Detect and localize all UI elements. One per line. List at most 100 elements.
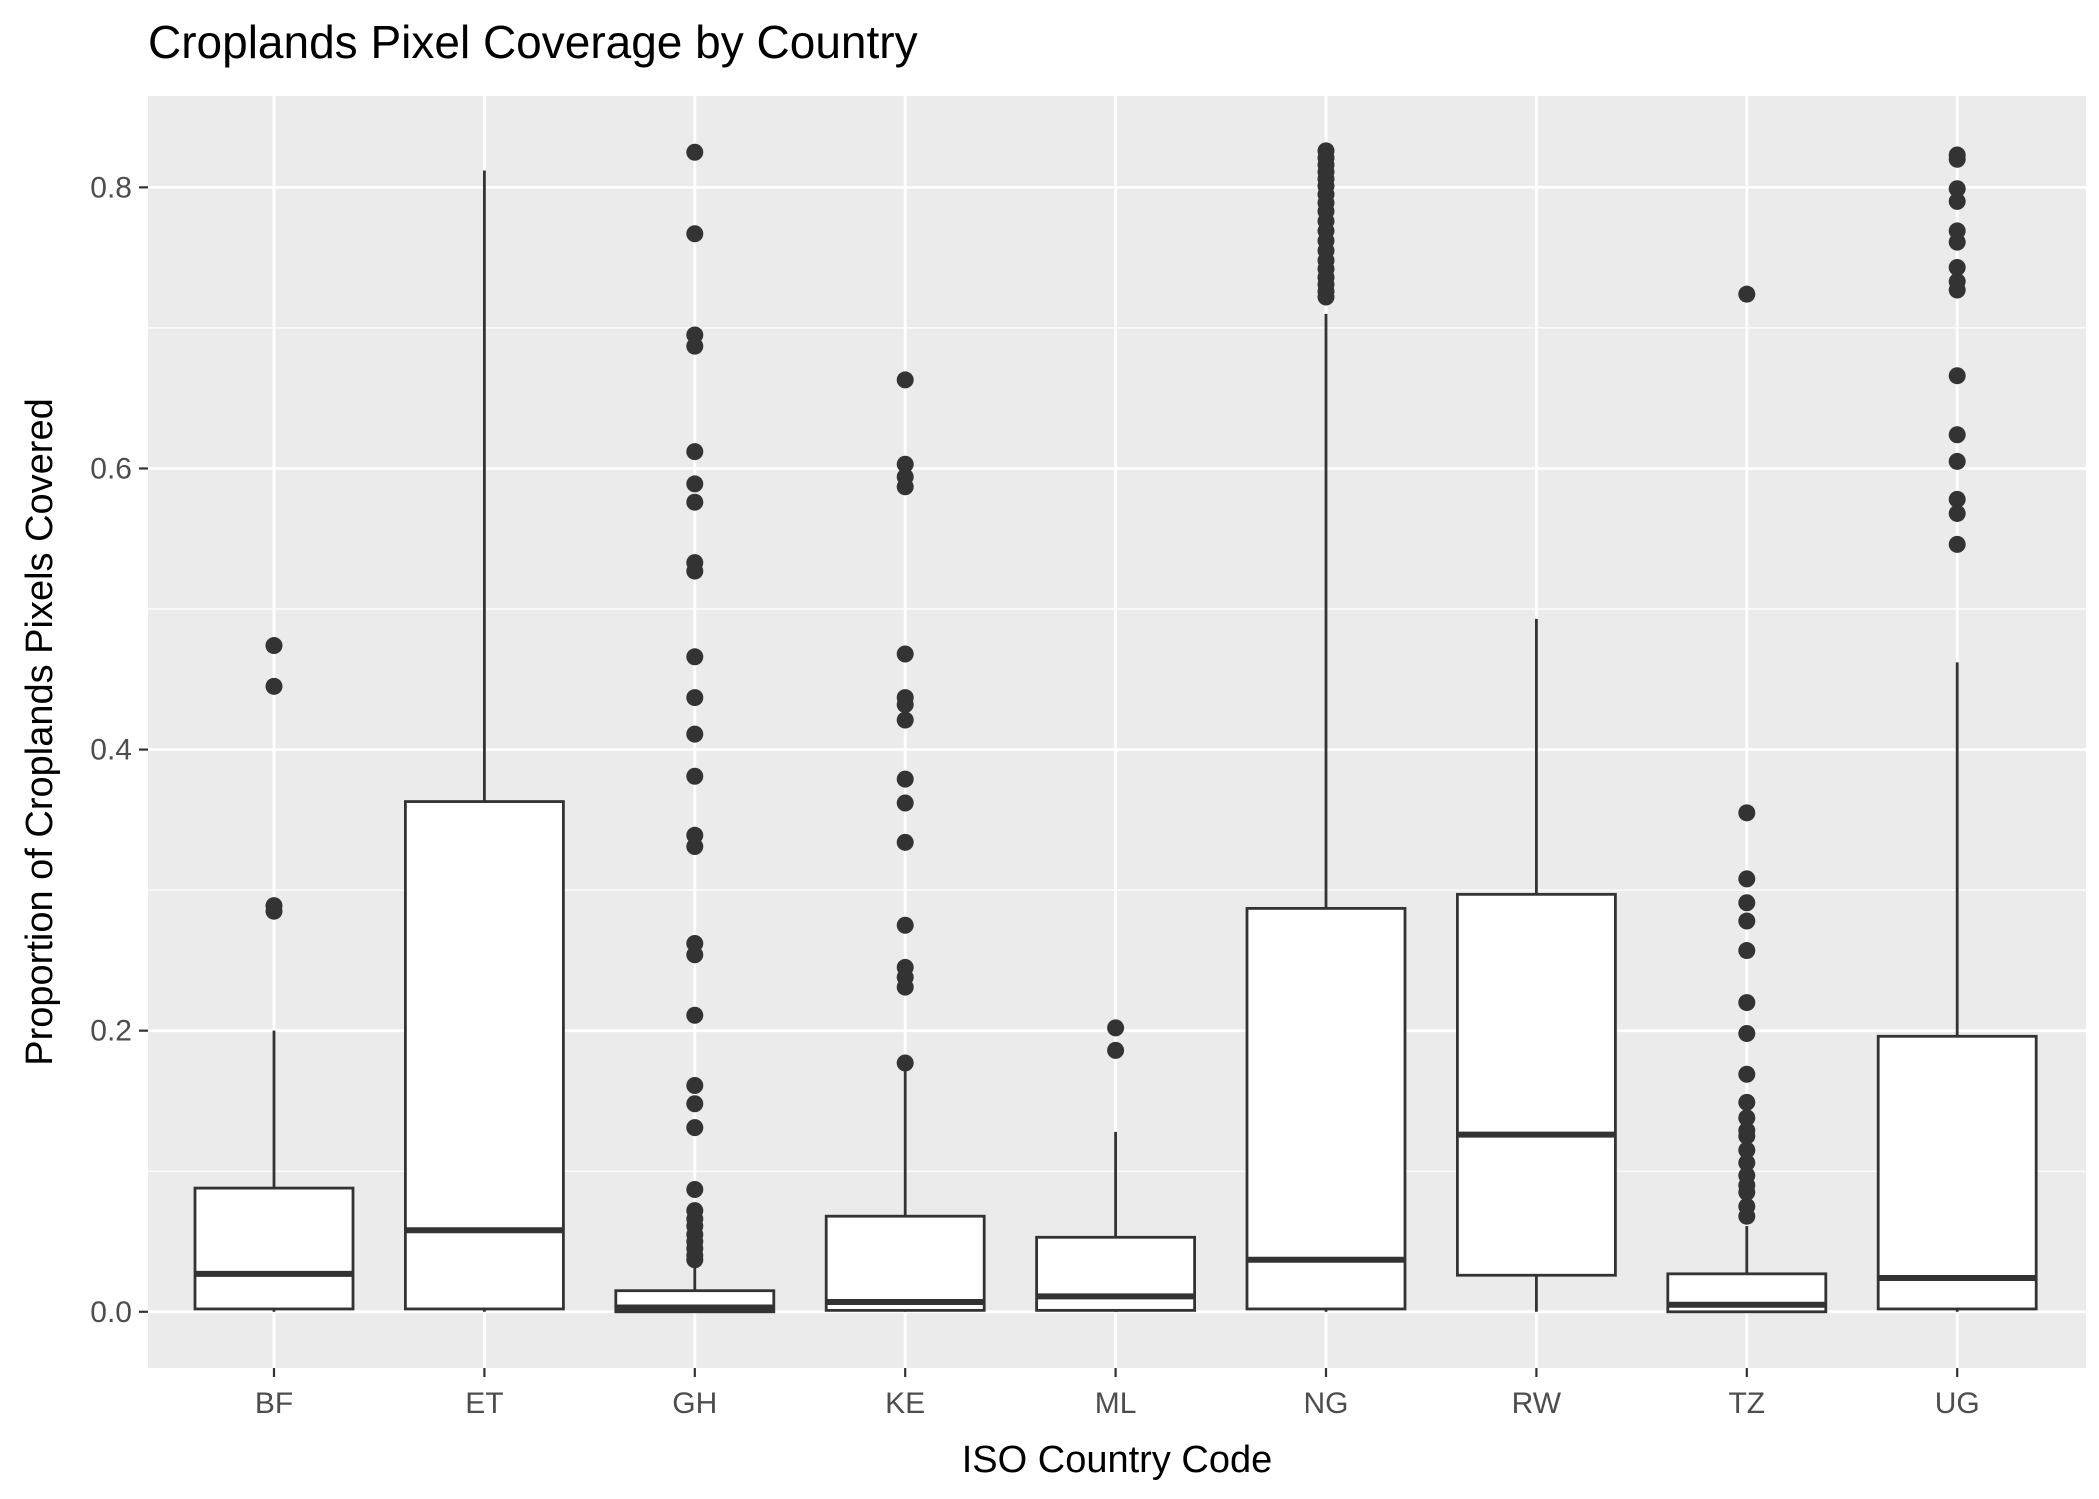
x-tick-label: KE (885, 1387, 925, 1420)
outlier-point (896, 696, 914, 714)
outlier-point (686, 1095, 704, 1113)
outlier-point (686, 443, 704, 461)
outlier-point (1738, 1207, 1756, 1225)
iqr-box (1035, 1235, 1196, 1312)
outlier-point (686, 143, 704, 161)
outlier-point (1738, 1093, 1756, 1111)
outlier-point (1948, 233, 1966, 251)
outlier-point (896, 645, 914, 663)
outlier-point (1738, 870, 1756, 888)
outlier-point (896, 833, 914, 851)
outlier-point (686, 767, 704, 785)
box-rw (1456, 618, 1617, 1312)
iqr-box (1876, 1034, 2038, 1311)
outlier-point (686, 946, 704, 964)
outlier-point (1738, 804, 1756, 822)
outlier-point (1107, 1019, 1125, 1037)
outlier-point (1738, 1109, 1756, 1127)
outlier-point (896, 916, 914, 934)
x-tick-label: ML (1095, 1387, 1137, 1420)
y-axis: 0.0 0.2 0.4 0.6 0.8 (90, 171, 148, 1329)
outlier-point (1738, 1141, 1756, 1159)
outlier-point (265, 677, 283, 695)
outlier-point (1738, 1183, 1756, 1201)
y-tick-label: 0.0 (90, 1296, 132, 1329)
y-tick-label: 0.2 (90, 1015, 132, 1048)
outlier-point (1948, 504, 1966, 522)
y-axis-title: Proportion of Croplands Pixels Covered (19, 398, 61, 1065)
x-tick-label: BF (255, 1387, 293, 1420)
outlier-point (1107, 1041, 1125, 1059)
outlier-point (1948, 452, 1966, 470)
outlier-point (686, 725, 704, 743)
outlier-point (686, 1006, 704, 1024)
outlier-point (1948, 426, 1966, 444)
outlier-point (686, 838, 704, 856)
outlier-point (686, 562, 704, 580)
box-ml (1035, 1019, 1196, 1312)
outlier-point (1948, 150, 1966, 168)
box-ng (1245, 142, 1407, 1312)
outlier-point (1738, 994, 1756, 1012)
outlier-point (686, 1119, 704, 1137)
box-gh (614, 143, 776, 1314)
outlier-point (1948, 490, 1966, 508)
box-et (403, 170, 565, 1312)
outlier-point (896, 978, 914, 996)
outlier-point (1738, 1154, 1756, 1172)
outlier-point (686, 689, 704, 707)
outlier-point (896, 455, 914, 473)
outlier-point (1948, 192, 1966, 210)
box-ug (1876, 146, 2038, 1312)
outlier-point (896, 1054, 914, 1072)
outlier-point (1738, 1127, 1756, 1145)
outlier-point (1738, 942, 1756, 960)
box-bf (193, 637, 355, 1312)
outlier-point (265, 637, 283, 655)
x-axis-title: ISO Country Code (962, 1439, 1272, 1481)
outlier-point (896, 478, 914, 496)
x-tick-label: GH (672, 1387, 717, 1420)
iqr-box (1456, 892, 1617, 1277)
outlier-point (686, 1251, 704, 1269)
outlier-point (1948, 258, 1966, 276)
box-tz (1666, 285, 1828, 1314)
outlier-point (686, 1180, 704, 1198)
outlier-point (896, 371, 914, 389)
x-tick-label: UG (1935, 1387, 1980, 1420)
outlier-point (686, 493, 704, 511)
outlier-point (1738, 1065, 1756, 1083)
y-tick-label: 0.8 (90, 171, 132, 204)
chart-title: Croplands Pixel Coverage by Country (148, 16, 918, 68)
outlier-point (1738, 285, 1756, 303)
outlier-point (686, 648, 704, 666)
outlier-point (1738, 894, 1756, 912)
x-tick-label: ET (465, 1387, 503, 1420)
iqr-box (824, 1214, 986, 1312)
outlier-point (1317, 288, 1335, 306)
iqr-box (403, 800, 565, 1311)
outlier-point (1948, 367, 1966, 385)
outlier-point (1948, 535, 1966, 553)
y-tick-label: 0.4 (90, 734, 132, 767)
iqr-box (1245, 906, 1407, 1311)
outlier-point (686, 225, 704, 243)
outlier-point (1948, 180, 1966, 198)
y-tick-label: 0.6 (90, 452, 132, 485)
outlier-point (1948, 281, 1966, 299)
outlier-point (896, 770, 914, 788)
outlier-point (265, 902, 283, 920)
outlier-point (686, 475, 704, 493)
x-tick-label: RW (1512, 1387, 1562, 1420)
outlier-point (1738, 1024, 1756, 1042)
outlier-point (896, 794, 914, 812)
box-ke (824, 371, 986, 1312)
outlier-point (896, 711, 914, 729)
x-tick-label: NG (1304, 1387, 1349, 1420)
box-layer (193, 142, 2038, 1314)
x-tick-label: TZ (1728, 1387, 1765, 1420)
x-axis: BF ET GH KE ML NG RW TZ UG (255, 1368, 1980, 1420)
outlier-point (686, 1076, 704, 1094)
outlier-point (1738, 912, 1756, 930)
